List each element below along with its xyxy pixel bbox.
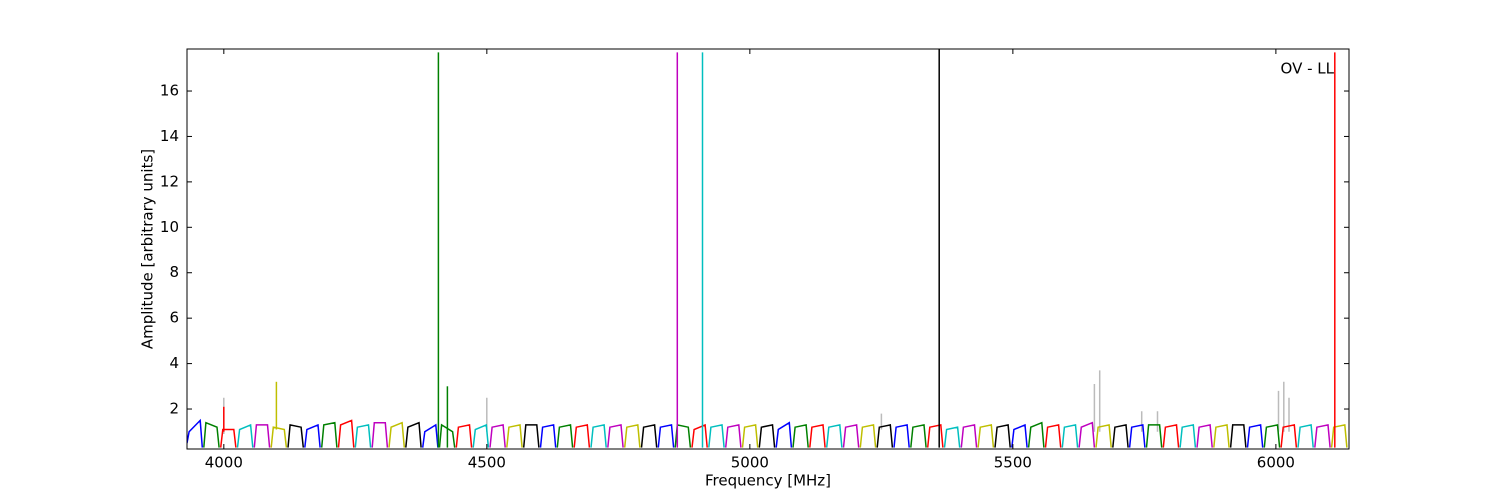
y-tick-label: 16	[160, 82, 179, 100]
y-tick-label: 10	[160, 218, 179, 236]
x-tick-label: 6000	[1257, 454, 1295, 472]
x-tick-label: 4500	[468, 454, 506, 472]
y-axis-label: Amplitude [arbitrary units]	[139, 149, 157, 349]
series-line	[270, 421, 1348, 448]
plot-frame	[186, 48, 1350, 450]
x-axis-label: Frequency [MHz]	[705, 472, 831, 490]
x-tick-label: 5000	[731, 454, 769, 472]
x-tick-label: 4000	[205, 454, 243, 472]
series-line	[287, 421, 1247, 448]
series-line	[236, 423, 1314, 448]
x-tick-label: 5500	[994, 454, 1032, 472]
y-tick-label: 6	[169, 309, 179, 327]
y-tick-label: 4	[169, 354, 179, 372]
annotation: OV - LL	[1281, 60, 1335, 78]
series-line	[223, 370, 1290, 434]
series-line	[253, 421, 1331, 448]
y-tick-label: 2	[169, 400, 179, 418]
y-tick-label: 12	[160, 172, 179, 190]
series-line	[219, 419, 1298, 448]
y-tick-label: 14	[160, 127, 179, 145]
series-line	[187, 418, 1264, 448]
y-tick-label: 8	[169, 263, 179, 281]
